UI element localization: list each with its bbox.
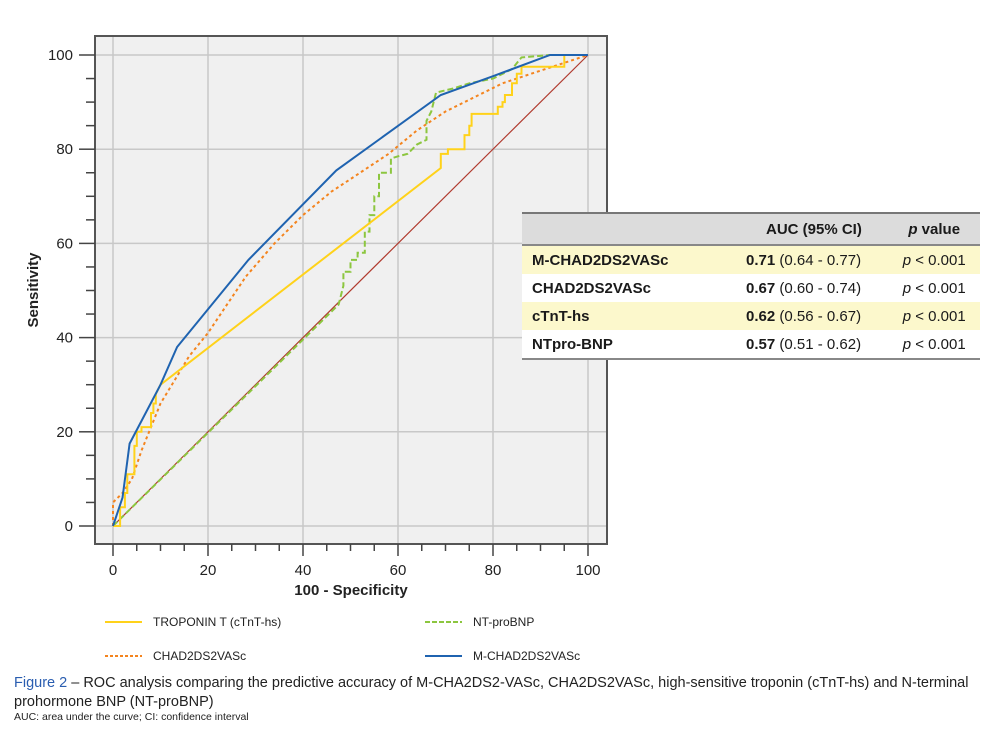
row-auc: 0.71 (0.64 - 0.77) [712, 245, 889, 274]
legend-label: NT-proBNP [473, 615, 534, 629]
p-italic: p [902, 251, 912, 269]
x-tick-label: 0 [109, 562, 117, 579]
figure-footnote: AUC: area under the curve; CI: confidenc… [14, 711, 249, 723]
x-tick-label: 40 [295, 562, 312, 579]
series-line-chad2ds2vasc [112, 54, 589, 526]
row-auc: 0.62 (0.56 - 0.67) [712, 302, 889, 330]
table-row: cTnT-hs 0.62 (0.56 - 0.67) p < 0.001 [522, 302, 980, 330]
x-tick-label: 60 [390, 562, 407, 579]
auc-ci: (0.64 - 0.77) [775, 251, 862, 269]
auc-value: 0.57 [746, 335, 776, 353]
table-row: CHAD2DS2VASc 0.67 (0.60 - 0.74) p < 0.001 [522, 274, 980, 302]
row-p-value: p < 0.001 [888, 330, 980, 360]
table-row: M-CHAD2DS2VASc 0.71 (0.64 - 0.77) p < 0.00… [522, 245, 980, 274]
row-p-value: p < 0.001 [888, 245, 980, 274]
header-p-rest: value [917, 220, 961, 238]
figure-caption: Figure 2 – ROC analysis comparing the pr… [14, 674, 989, 712]
table-header-row: AUC (95% CI) p value [522, 212, 980, 246]
row-name: cTnT-hs [522, 302, 712, 330]
p-rest: < 0.001 [911, 307, 966, 325]
y-tick-label: 80 [56, 141, 73, 158]
roc-chart: 0 20 40 60 80 100 0 20 40 60 80 100 100 - Specifici… [25, 35, 608, 663]
header-auc: AUC (95% CI) [712, 212, 889, 246]
auc-table: AUC (95% CI) p value M-CHAD2DS2VASc 0.71 … [522, 212, 980, 360]
row-name: M-CHAD2DS2VASc [522, 245, 712, 274]
grid [96, 37, 606, 543]
row-p-value: p < 0.001 [888, 274, 980, 302]
series-group [112, 54, 589, 527]
p-italic: p [902, 335, 912, 353]
header-name [522, 212, 712, 246]
auc-value: 0.62 [746, 307, 776, 325]
auc-ci: (0.60 - 0.74) [775, 279, 862, 297]
auc-ci: (0.56 - 0.67) [775, 307, 862, 325]
row-name: NTpro-BNP [522, 330, 712, 360]
series-line-nt-probnp [112, 54, 588, 527]
header-p-value: p value [888, 212, 980, 246]
y-tick-label: 60 [56, 235, 73, 252]
table-row: NTpro-BNP 0.57 (0.51 - 0.62) p < 0.001 [522, 330, 980, 360]
auc-value: 0.67 [746, 279, 776, 297]
series-line-m-chad2ds2vasc [112, 54, 588, 527]
legend-label: M-CHAD2DS2VASc [473, 649, 580, 663]
row-auc: 0.67 (0.60 - 0.74) [712, 274, 888, 302]
legend-label: TROPONIN T (cTnT-hs) [153, 615, 281, 629]
x-tick-label: 80 [485, 562, 502, 579]
header-p-italic: p [908, 220, 918, 238]
row-name: CHAD2DS2VASc [532, 279, 651, 297]
row-p-value: p < 0.001 [888, 302, 980, 330]
y-tick-label: 20 [56, 424, 73, 441]
p-italic: p [902, 307, 912, 325]
y-tick-label: 100 [48, 47, 73, 64]
series-line-troponin-t-ctnt-hs [113, 54, 588, 527]
y-tick-label: 40 [56, 330, 73, 347]
row-auc: 0.57 (0.51 - 0.62) [712, 330, 889, 360]
legend-label: CHAD2DS2VASc [153, 649, 246, 663]
x-tick-label: 20 [200, 562, 217, 579]
x-tick-label: 100 [575, 562, 600, 579]
p-rest: < 0.001 [911, 279, 966, 297]
p-italic: p [902, 279, 912, 297]
auc-value: 0.71 [746, 251, 776, 269]
figure-label: Figure 2 [14, 675, 68, 691]
p-rest: < 0.001 [911, 335, 966, 353]
p-rest: < 0.001 [911, 251, 966, 269]
caption-text: – ROC analysis comparing the predictive … [14, 675, 969, 710]
axes: 0 20 40 60 80 100 0 20 40 60 80 100 [48, 47, 601, 579]
legend: TROPONIN T (cTnT-hs) NT-proBNP CHAD2DS2VAS… [105, 615, 580, 663]
y-axis-title: Sensitivity [25, 252, 42, 328]
y-tick-label: 0 [65, 518, 73, 535]
x-axis-title: 100 - Specificity [294, 582, 408, 599]
auc-ci: (0.51 - 0.62) [775, 335, 862, 353]
